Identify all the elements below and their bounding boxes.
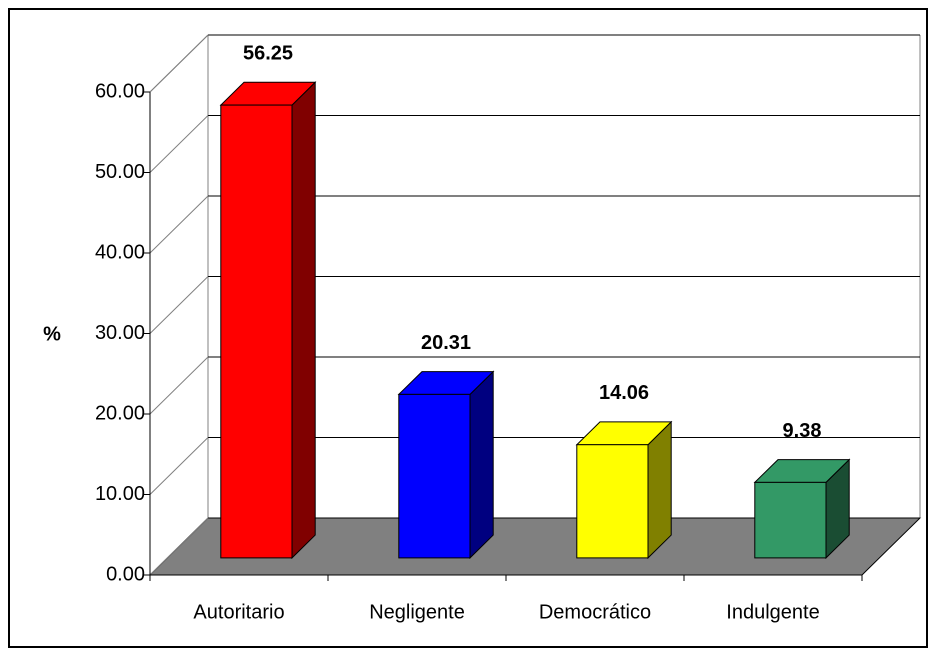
value-label: 14.06	[599, 382, 649, 404]
bar	[754, 481, 827, 559]
side-grid-line	[149, 34, 209, 93]
y-tick-label: 20.00	[95, 402, 145, 424]
y-tick-label: 50.00	[95, 161, 145, 183]
y-tick-label: 40.00	[95, 241, 145, 263]
bar-side	[647, 420, 672, 560]
side-grid-line	[149, 356, 209, 415]
y-tick-label: 10.00	[95, 483, 145, 505]
x-tick-label: Democrático	[539, 601, 651, 623]
x-tick-label: Negligente	[369, 601, 465, 623]
bar	[220, 104, 293, 559]
bar-side	[469, 370, 494, 560]
y-tick-label: 0.00	[106, 563, 145, 585]
bar	[576, 444, 649, 559]
value-label: 56.25	[243, 43, 293, 65]
bar	[398, 393, 471, 559]
side-grid-line	[149, 115, 209, 173]
value-label: 20.31	[421, 332, 471, 354]
bar-side	[291, 81, 316, 560]
x-tick-label: Autoritario	[193, 601, 284, 623]
side-grid-line	[149, 517, 209, 576]
x-tick-label: Indulgente	[726, 601, 819, 623]
side-grid-line	[149, 437, 209, 495]
side-grid-line	[149, 276, 209, 334]
side-grid-line	[149, 195, 209, 254]
value-label: 9.38	[783, 420, 822, 442]
y-tick-label: 30.00	[95, 322, 145, 344]
y-tick-label: 60.00	[95, 80, 145, 102]
y-axis-label: %	[43, 323, 61, 345]
